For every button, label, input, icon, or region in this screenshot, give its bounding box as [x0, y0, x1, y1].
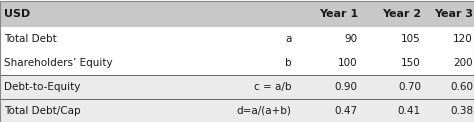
Text: 0.90: 0.90 [335, 82, 358, 92]
Text: 0.41: 0.41 [398, 106, 421, 116]
Text: 100: 100 [338, 58, 358, 68]
Text: d=a/(a+b): d=a/(a+b) [237, 106, 292, 116]
Text: Year 1: Year 1 [319, 9, 358, 19]
Text: Total Debt: Total Debt [4, 34, 56, 44]
Text: Year 3: Year 3 [434, 9, 473, 19]
Bar [0, 27, 474, 51]
Text: Year 2: Year 2 [382, 9, 421, 19]
Text: 0.47: 0.47 [335, 106, 358, 116]
Text: 120: 120 [453, 34, 473, 44]
Text: USD: USD [4, 9, 30, 19]
Bar [0, 99, 474, 122]
Text: 0.60: 0.60 [450, 82, 473, 92]
Text: b: b [285, 58, 292, 68]
Text: 0.38: 0.38 [450, 106, 473, 116]
Text: 150: 150 [401, 58, 421, 68]
Bar [0, 1, 474, 27]
Bar [0, 75, 474, 99]
Text: 200: 200 [454, 58, 473, 68]
Text: Total Debt/Cap: Total Debt/Cap [4, 106, 81, 116]
Text: c = a/b: c = a/b [254, 82, 292, 92]
Text: Debt-to-Equity: Debt-to-Equity [4, 82, 80, 92]
Text: 105: 105 [401, 34, 421, 44]
Text: a: a [285, 34, 292, 44]
Text: 90: 90 [345, 34, 358, 44]
Text: Shareholders’ Equity: Shareholders’ Equity [4, 58, 112, 68]
Bar [0, 51, 474, 75]
Text: 0.70: 0.70 [398, 82, 421, 92]
